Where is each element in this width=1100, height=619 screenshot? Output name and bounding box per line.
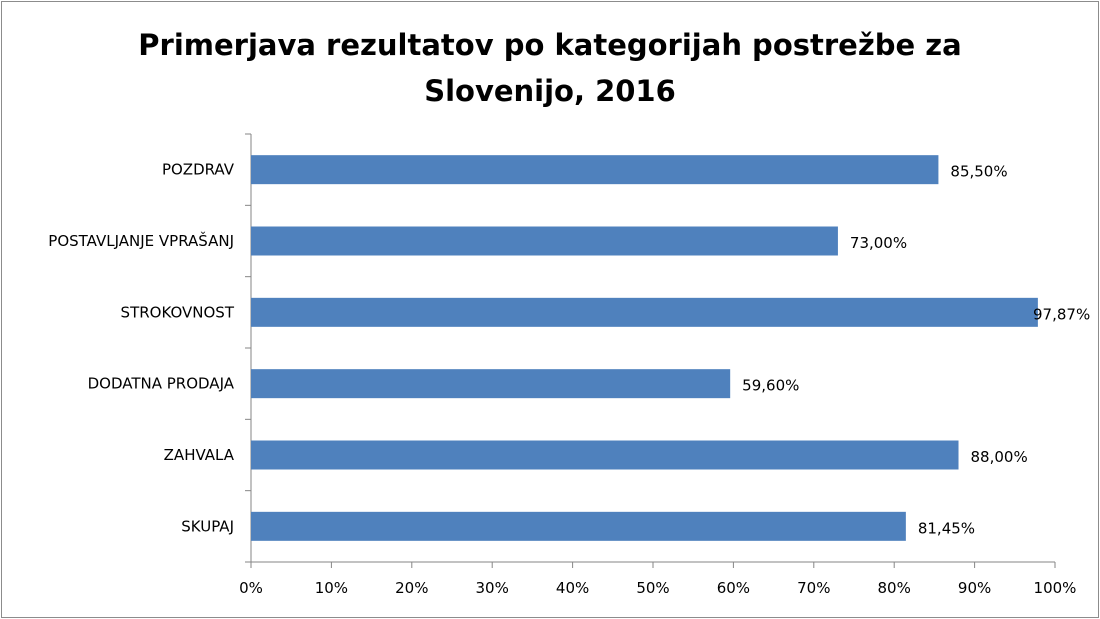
x-tick-label: 70% bbox=[797, 579, 830, 597]
x-tick-label: 40% bbox=[556, 579, 589, 597]
x-tick-label: 20% bbox=[395, 579, 428, 597]
x-tick-label: 0% bbox=[239, 579, 263, 597]
chart-axes bbox=[245, 133, 1056, 568]
x-tick-label: 90% bbox=[958, 579, 991, 597]
category-label: DODATNA PRODAJA bbox=[88, 375, 235, 393]
data-label: 88,00% bbox=[971, 448, 1028, 466]
category-label: POSTAVLJANJE VPRAŠANJ bbox=[48, 231, 234, 250]
chart-title: Primerjava rezultatov po kategorijah pos… bbox=[0, 22, 1100, 114]
bar bbox=[251, 440, 959, 470]
chart-title-line-2: Slovenijo, 2016 bbox=[424, 74, 676, 108]
data-label: 73,00% bbox=[850, 234, 907, 252]
chart-title-line-1: Primerjava rezultatov po kategorijah pos… bbox=[138, 28, 962, 62]
category-label: POZDRAV bbox=[162, 161, 235, 179]
bar bbox=[251, 226, 838, 256]
data-label: 97,87% bbox=[1033, 305, 1090, 323]
bar bbox=[251, 297, 1038, 327]
x-tick-label: 80% bbox=[878, 579, 911, 597]
x-tick-label: 100% bbox=[1034, 579, 1077, 597]
data-label: 81,45% bbox=[918, 519, 975, 537]
x-tick-label: 60% bbox=[717, 579, 750, 597]
category-label: ZAHVALA bbox=[164, 446, 235, 464]
x-tick-label: 10% bbox=[315, 579, 348, 597]
x-tick-label: 30% bbox=[476, 579, 509, 597]
data-label: 85,50% bbox=[950, 163, 1007, 181]
category-label: STROKOVNOST bbox=[121, 303, 235, 321]
bar bbox=[251, 155, 939, 185]
chart-labels: 0% 10% 20% 30% 40% 50% 60% 70% 80% 90% 100% POZDRAV… bbox=[48, 161, 1090, 597]
bar bbox=[251, 511, 906, 541]
chart-bars bbox=[251, 155, 1038, 541]
data-label: 59,60% bbox=[742, 377, 799, 395]
x-tick-label: 50% bbox=[636, 579, 669, 597]
category-label: SKUPAJ bbox=[181, 517, 234, 535]
bar bbox=[251, 369, 731, 399]
